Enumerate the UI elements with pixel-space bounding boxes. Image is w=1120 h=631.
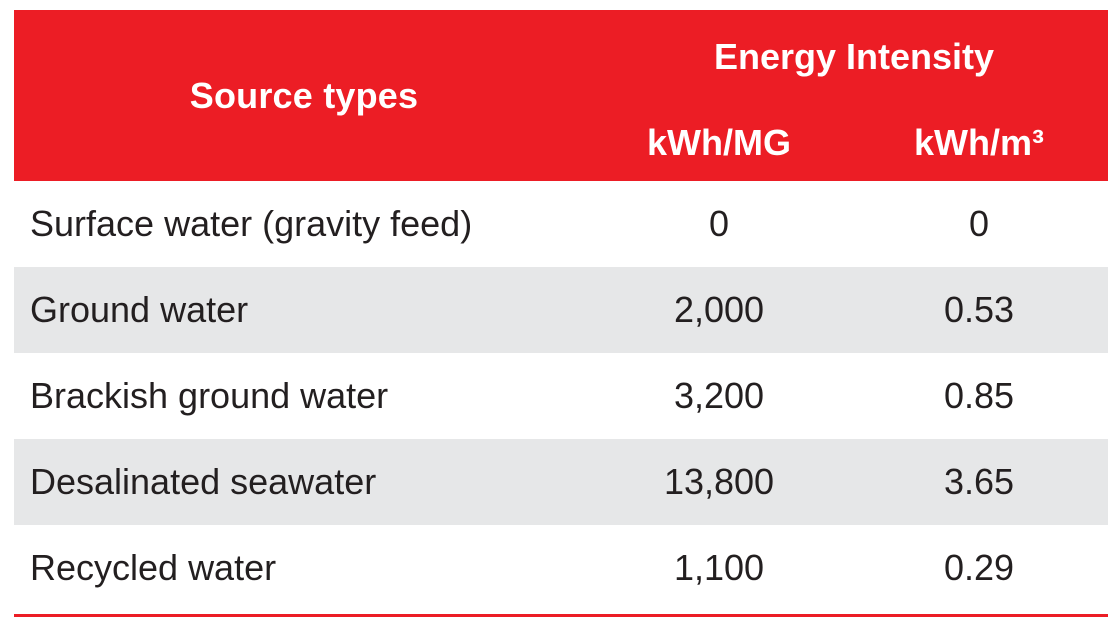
kwh-m3-cell: 0.53 [943, 289, 1015, 330]
table-header: Source types Energy Intensity kWh/MG kWh… [14, 10, 1108, 181]
kwh-m3-cell: 0 [968, 203, 990, 244]
kwh-m3-cell: 3.65 [943, 461, 1015, 502]
source-types-header: Source types [189, 74, 419, 116]
energy-intensity-table: Source types Energy Intensity kWh/MG kWh… [14, 10, 1108, 617]
kwh-mg-cell: 13,800 [663, 461, 775, 502]
unit-kwh-mg-header: kWh/MG [647, 122, 791, 163]
table-row: Brackish ground water 3,200 0.85 [14, 353, 1108, 439]
source-cell: Surface water (gravity feed) [30, 203, 473, 244]
table-row: Desalinated seawater 13,800 3.65 [14, 439, 1108, 525]
unit-kwh-m3-header: kWh/m³ [914, 122, 1044, 163]
kwh-m3-cell: 0.85 [943, 375, 1015, 416]
kwh-mg-cell: 3,200 [673, 375, 765, 416]
table-row: Ground water 2,000 0.53 [14, 267, 1108, 353]
source-cell: Brackish ground water [30, 375, 389, 416]
kwh-mg-cell: 0 [708, 203, 730, 244]
kwh-m3-cell: 0.29 [943, 547, 1015, 588]
energy-intensity-header: Energy Intensity [713, 36, 995, 77]
source-cell: Ground water [30, 289, 249, 330]
source-cell: Recycled water [30, 547, 277, 588]
table-row: Surface water (gravity feed) 0 0 [14, 181, 1108, 267]
bottom-rule [14, 614, 1108, 617]
source-cell: Desalinated seawater [30, 461, 377, 502]
kwh-mg-cell: 1,100 [673, 547, 765, 588]
kwh-mg-cell: 2,000 [673, 289, 765, 330]
table-row: Recycled water 1,100 0.29 [14, 525, 1108, 611]
